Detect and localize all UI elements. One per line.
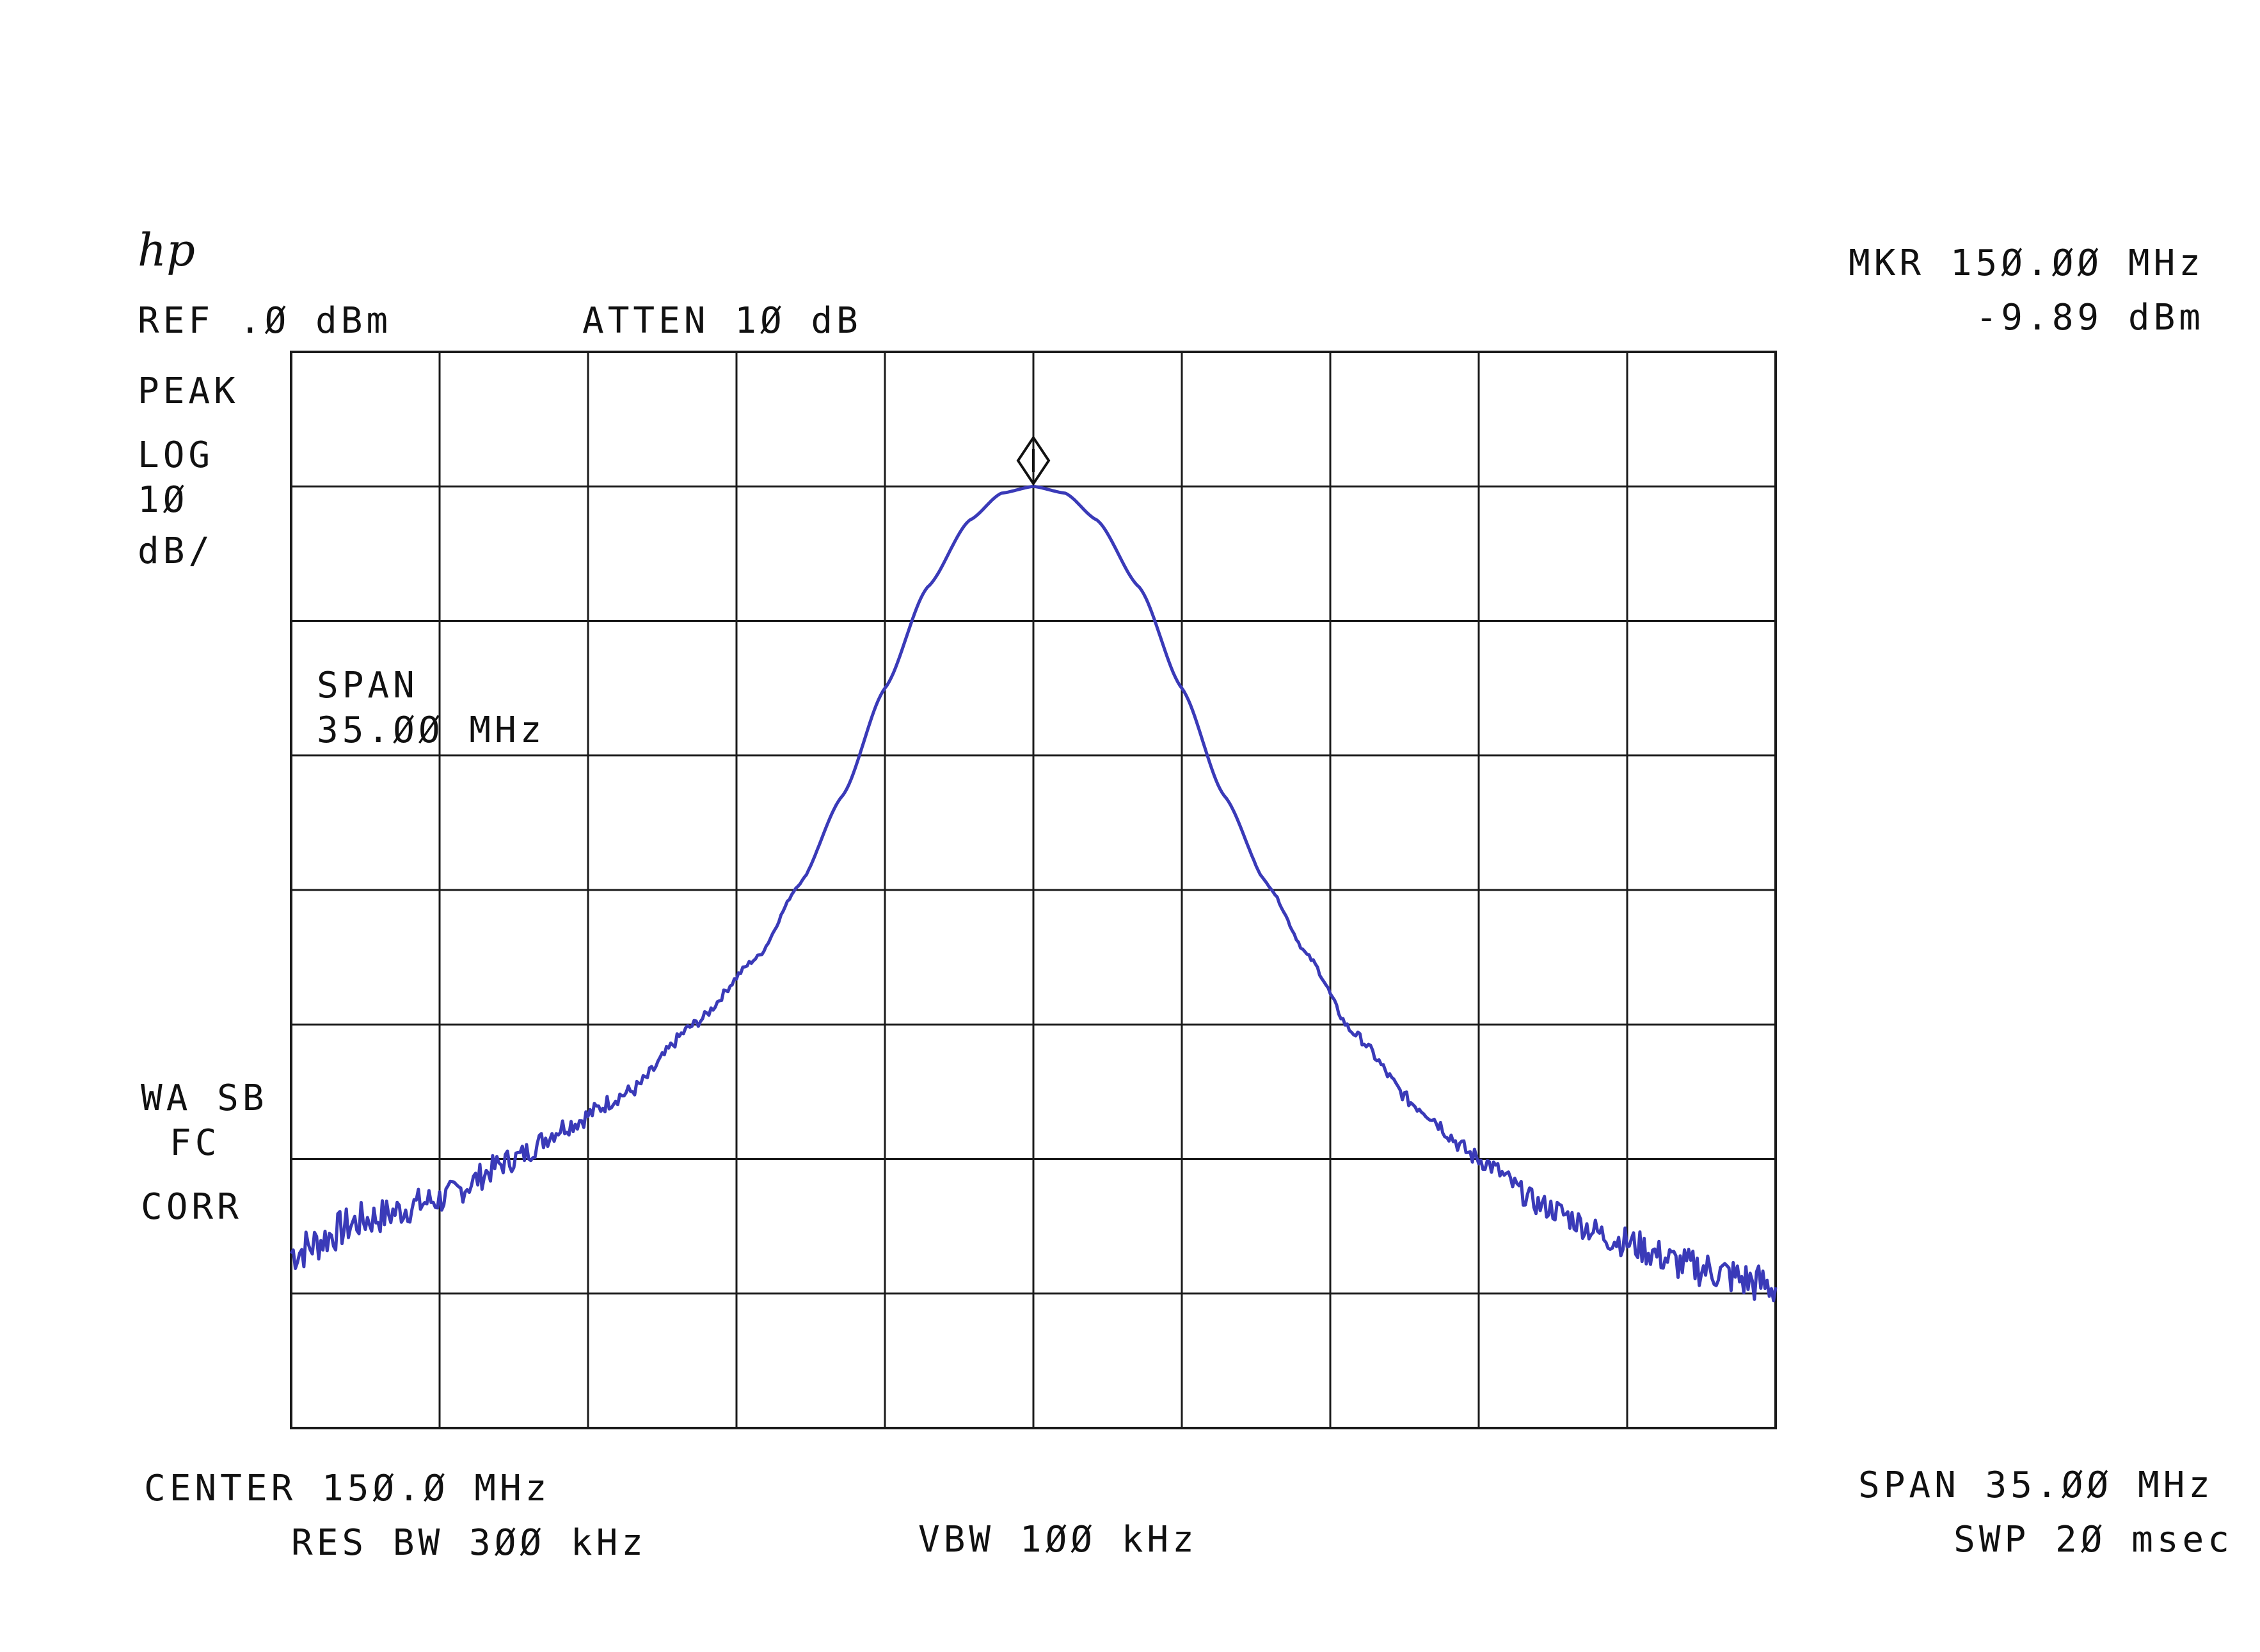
marker-level-label: -9.89 dBm xyxy=(1976,297,2204,338)
ref-level-label: REF .Ø dBm xyxy=(138,300,392,342)
graticule xyxy=(290,351,1777,1429)
scale-unit-label: dB/ xyxy=(138,530,214,572)
video-bandwidth-label: VBW 1ØØ kHz xyxy=(918,1519,1198,1561)
center-frequency-label: CENTER 15Ø.Ø MHz xyxy=(144,1468,550,1509)
marker-frequency-label: MKR 15Ø.ØØ MHz xyxy=(1849,242,2204,284)
marker-layer xyxy=(1016,435,1051,486)
trace-layer xyxy=(289,484,1778,1303)
span-label: SPAN 35.ØØ MHz xyxy=(1858,1465,2214,1506)
marker-diamond xyxy=(1016,435,1051,486)
resolution-bandwidth-label: RES BW 3ØØ kHz xyxy=(291,1522,647,1564)
flags-label-3: CORR xyxy=(141,1186,243,1228)
flags-label-1: WA SB xyxy=(141,1077,268,1119)
inset-span-value: 35.ØØ MHz xyxy=(317,710,545,751)
scale-type-label: LOG xyxy=(138,434,214,476)
scale-value-label: 1Ø xyxy=(138,479,188,521)
spectrum-trace xyxy=(289,484,1778,1303)
detector-label: PEAK xyxy=(138,370,239,412)
flags-label-2: FC xyxy=(170,1122,220,1164)
hp-logo: hp xyxy=(138,224,195,276)
inset-span-label: SPAN xyxy=(317,665,418,706)
attenuation-label: ATTEN 1Ø dB xyxy=(582,300,862,342)
sweep-time-label: SWP 2Ø msec xyxy=(1954,1519,2233,1561)
